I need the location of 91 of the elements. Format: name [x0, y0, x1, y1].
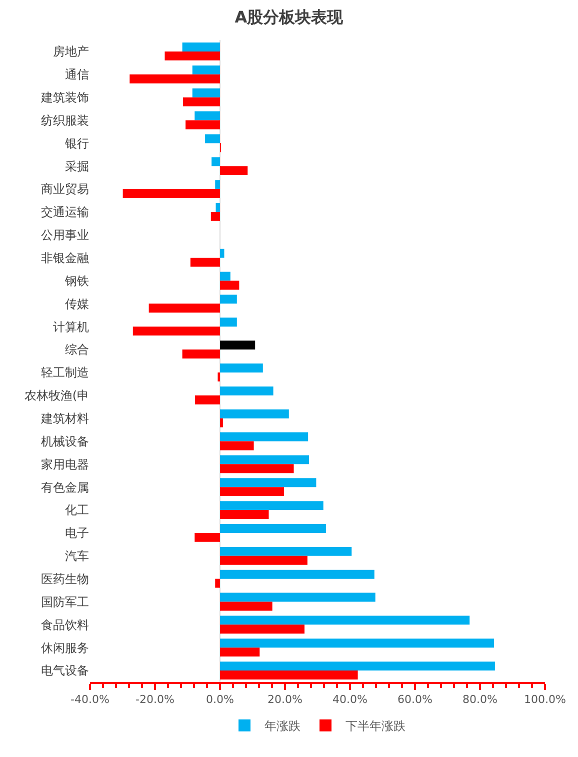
- bar: [190, 258, 220, 267]
- bar: [220, 501, 324, 510]
- bar: [182, 42, 220, 52]
- bar: [220, 318, 237, 327]
- y-tick-label: 轻工制造: [41, 366, 89, 380]
- x-tick-label: -40.0%: [70, 693, 110, 706]
- bar: [220, 248, 224, 258]
- bar: [182, 350, 220, 358]
- y-tick-label: 电气设备: [41, 664, 89, 678]
- x-tick-label: -20.0%: [136, 693, 174, 706]
- bar: [220, 340, 256, 350]
- y-tick-label: 交通运输: [41, 205, 89, 220]
- bar: [220, 546, 352, 556]
- bar: [220, 602, 272, 611]
- bar: [220, 510, 269, 519]
- bar: [194, 111, 220, 120]
- x-tick-label: 40.0%: [332, 693, 368, 706]
- x-tick-label: 60.0%: [398, 693, 432, 706]
- x-tick-label: 20.0%: [268, 693, 302, 706]
- bar: [220, 487, 284, 496]
- bar: [220, 166, 248, 176]
- bar: [130, 74, 220, 84]
- bar: [215, 578, 220, 588]
- bar: [220, 280, 240, 290]
- bar: [210, 212, 220, 221]
- bar: [220, 638, 494, 648]
- legend-label: 年涨跌: [264, 719, 300, 734]
- bar: [205, 134, 220, 144]
- y-tick-label: 钢铁: [64, 274, 89, 288]
- x-tick-label: 80.0%: [462, 693, 498, 706]
- bar: [220, 364, 263, 372]
- bar: [220, 432, 308, 442]
- bar: [220, 648, 260, 657]
- bar: [186, 120, 220, 130]
- bar: [220, 556, 308, 565]
- bar: [215, 180, 220, 190]
- bar: [220, 670, 358, 680]
- y-tick-label: 采掘: [65, 159, 89, 174]
- y-tick-label: 公用事业: [41, 228, 89, 242]
- bar: [194, 395, 220, 404]
- bar: [148, 304, 220, 313]
- bar: [220, 386, 274, 396]
- bar: [220, 441, 254, 450]
- bar: [212, 157, 220, 166]
- y-tick-label: 有色金属: [41, 480, 89, 494]
- bar: [132, 326, 220, 336]
- bar: [220, 464, 294, 474]
- bar: [182, 97, 220, 106]
- chart-title: A股分板块表现: [234, 8, 344, 27]
- y-tick-label: 国防军工: [41, 594, 89, 609]
- y-tick-label: 非银金融: [41, 251, 89, 266]
- bar: [122, 189, 220, 198]
- y-tick-label: 农林牧渔(申: [24, 388, 89, 403]
- bar: [220, 616, 470, 625]
- bar: [192, 88, 220, 98]
- y-tick-label: 商业贸易: [41, 182, 89, 196]
- bar: [220, 409, 289, 418]
- y-tick-label: 医药生物: [41, 572, 89, 586]
- bar: [220, 662, 495, 671]
- y-tick-label: 食品饮料: [41, 618, 89, 632]
- x-tick-label: 100.0%: [524, 693, 566, 706]
- y-tick-label: 通信: [65, 68, 89, 82]
- y-tick-label: 汽车: [65, 549, 89, 564]
- legend-label: 下半年涨跌: [346, 719, 406, 734]
- y-tick-label: 电子: [65, 526, 89, 540]
- y-tick-label: 机械设备: [41, 434, 89, 448]
- bar: [220, 455, 310, 464]
- bar: [220, 418, 223, 428]
- y-tick-label: 传媒: [65, 296, 89, 311]
- bar: [220, 570, 374, 579]
- y-tick-label: 房地产: [53, 44, 89, 59]
- bar: [220, 592, 376, 602]
- y-tick-label: 休闲服务: [41, 640, 89, 655]
- y-tick-label: 家用电器: [41, 457, 89, 472]
- bar: [220, 272, 230, 281]
- bar: [192, 65, 220, 74]
- y-tick-label: 建筑装饰: [40, 90, 89, 105]
- bar: [220, 294, 237, 304]
- bar: [164, 51, 220, 60]
- bar: [220, 624, 304, 634]
- bar: [216, 203, 220, 212]
- x-tick-label: 0.0%: [206, 693, 234, 706]
- y-tick-label: 化工: [65, 503, 89, 518]
- y-tick-label: 银行: [64, 136, 89, 150]
- bar: [194, 532, 220, 542]
- y-tick-label: 计算机: [53, 320, 89, 334]
- bar: [220, 524, 326, 533]
- y-tick-label: 纺织服装: [41, 113, 89, 128]
- y-tick-label: 综合: [65, 342, 89, 357]
- bar: [220, 478, 316, 488]
- y-tick-label: 建筑材料: [40, 412, 89, 426]
